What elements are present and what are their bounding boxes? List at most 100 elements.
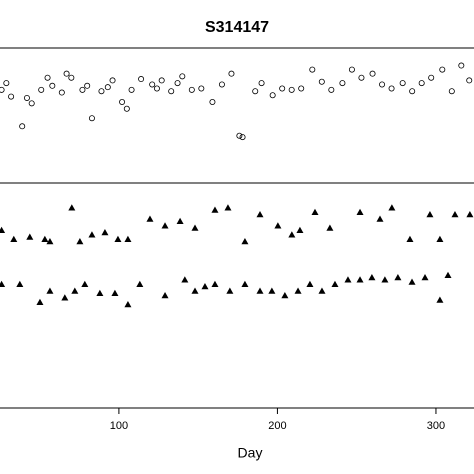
point (436, 296, 444, 303)
point (191, 224, 199, 231)
point (418, 80, 425, 87)
point (63, 70, 70, 77)
point (153, 85, 160, 92)
point (88, 115, 95, 122)
x-tick-label: 100 (110, 420, 128, 432)
point (41, 235, 49, 243)
point (161, 222, 169, 229)
point (44, 74, 51, 81)
point (201, 283, 209, 290)
point (288, 231, 296, 238)
point (379, 81, 386, 88)
point (218, 81, 225, 88)
point (439, 66, 446, 73)
point (436, 235, 444, 243)
point (174, 80, 181, 87)
point (368, 274, 376, 281)
point (124, 301, 132, 308)
point (58, 89, 65, 96)
point (104, 84, 111, 91)
point (426, 211, 434, 218)
chart-title: S314147 (205, 19, 269, 36)
point (176, 217, 184, 225)
point (0, 86, 5, 93)
point (466, 77, 473, 84)
point (198, 85, 205, 92)
point (256, 287, 264, 294)
point (28, 100, 35, 107)
point (79, 86, 86, 93)
panel-frame (0, 47, 474, 184)
point (3, 80, 10, 87)
point (256, 211, 264, 218)
point (181, 276, 189, 283)
point (258, 80, 265, 87)
point (8, 93, 15, 100)
point (36, 298, 44, 306)
point (10, 235, 18, 243)
point (448, 88, 455, 95)
point (406, 235, 414, 243)
point (191, 287, 199, 294)
point (228, 70, 235, 77)
point (328, 86, 335, 93)
panel-frame (0, 182, 474, 409)
point (311, 208, 319, 216)
point (68, 74, 75, 81)
point (369, 70, 376, 77)
point (296, 226, 304, 234)
point (128, 86, 135, 93)
point (96, 289, 104, 297)
point (381, 276, 389, 283)
point (466, 211, 474, 218)
point (394, 274, 402, 281)
point (109, 77, 116, 84)
point (49, 82, 56, 89)
point (294, 287, 302, 294)
point (23, 94, 30, 101)
point (149, 81, 156, 88)
point (444, 271, 452, 279)
point (344, 276, 352, 283)
point (158, 77, 165, 84)
point (348, 66, 355, 73)
point (281, 292, 289, 299)
point (161, 292, 169, 299)
x-axis-label: Day (238, 445, 263, 461)
point (179, 73, 186, 80)
point (0, 226, 6, 234)
point (188, 86, 195, 93)
point (46, 238, 54, 245)
point (226, 287, 234, 294)
point (211, 280, 219, 288)
point (241, 280, 249, 288)
point (428, 74, 435, 81)
point (421, 274, 429, 281)
point (19, 123, 26, 130)
point (388, 85, 395, 92)
point (84, 82, 91, 89)
point (306, 280, 314, 288)
point (458, 62, 465, 69)
point (356, 208, 364, 216)
point (136, 280, 144, 288)
point (409, 88, 416, 95)
point (209, 99, 216, 106)
point (331, 280, 339, 288)
point (239, 134, 246, 141)
point (46, 287, 54, 294)
point (318, 287, 326, 294)
point (451, 211, 459, 218)
point (326, 224, 334, 231)
point (76, 238, 84, 245)
point (71, 287, 79, 294)
point (236, 132, 243, 139)
point (61, 294, 69, 301)
point (146, 215, 154, 222)
point (339, 80, 346, 87)
point (268, 287, 276, 294)
point (0, 280, 6, 288)
point (241, 238, 249, 245)
point (279, 85, 286, 92)
